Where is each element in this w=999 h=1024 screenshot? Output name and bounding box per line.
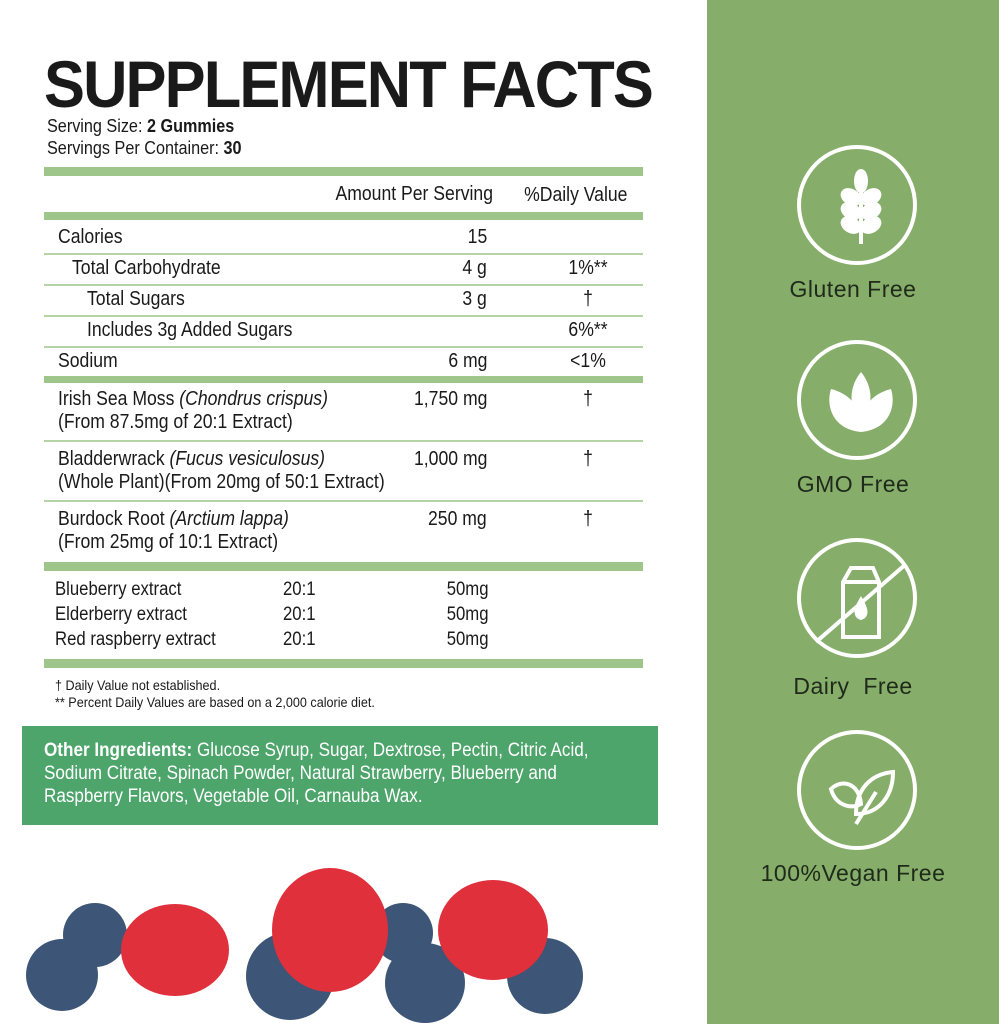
servings-label: Servings Per Container: xyxy=(47,138,219,158)
herb-amount: 1,750 mg xyxy=(413,388,487,410)
divider-bar xyxy=(44,167,643,176)
nutrient-name: Includes 3g Added Sugars xyxy=(87,319,293,341)
berries-image xyxy=(26,868,583,1023)
other-ingredients-text: Glucose Syrup, Sugar, Dextrose, Pectin, … xyxy=(44,740,589,807)
divider-bar xyxy=(44,212,643,220)
page-title: SUPPLEMENT FACTS xyxy=(44,47,654,121)
nutrient-name: Total Carbohydrate xyxy=(72,257,221,279)
nutrient-name: Total Sugars xyxy=(87,288,185,310)
badge-label: Gluten Free xyxy=(789,276,917,302)
herb-extract-note: (Whole Plant)(From 20mg of 50:1 Extract) xyxy=(58,471,385,493)
herb-amount: 250 mg xyxy=(428,508,487,530)
divider-bar xyxy=(44,659,643,668)
header-amount: Amount Per Serving xyxy=(335,183,493,205)
extract-name: Blueberry extract xyxy=(55,579,182,600)
nutrient-daily-value: 6%** xyxy=(568,319,608,341)
row-divider xyxy=(44,315,643,317)
nutrient-amount: 15 xyxy=(467,226,487,248)
herb-name: Burdock Root (Arctium lappa) xyxy=(58,508,289,531)
nutrient-amount: 4 g xyxy=(462,257,487,279)
nutrient-name: Sodium xyxy=(58,350,118,372)
row-divider xyxy=(44,253,643,255)
servings-value: 30 xyxy=(223,138,242,158)
serving-size-label: Serving Size: xyxy=(47,116,143,136)
herb-daily-value: † xyxy=(583,388,593,410)
leaves-icon xyxy=(797,340,917,460)
extract-amount: 50mg xyxy=(447,629,489,650)
row-divider xyxy=(44,440,643,442)
nutrient-name: Calories xyxy=(58,226,123,248)
herb-daily-value: † xyxy=(583,508,593,530)
herb-latin-name: (Chondrus crispus) xyxy=(179,388,328,410)
raspberry xyxy=(121,868,548,996)
nutrient-daily-value: † xyxy=(583,288,593,310)
other-ingredients: Other Ingredients: Glucose Syrup, Sugar,… xyxy=(22,726,658,825)
header-daily-value: %Daily Value xyxy=(523,184,627,206)
row-divider xyxy=(44,500,643,502)
extract-name: Elderberry extract xyxy=(55,604,187,625)
herb-name: Irish Sea Moss (Chondrus crispus) xyxy=(58,388,328,411)
badge-label: GMO Free xyxy=(796,471,910,497)
extract-ratio: 20:1 xyxy=(283,629,316,650)
extract-ratio: 20:1 xyxy=(283,604,316,625)
herb-common-name: Irish Sea Moss xyxy=(58,388,175,410)
serving-size: Serving Size: 2 Gummies xyxy=(47,116,234,137)
herb-extract-note: (From 87.5mg of 20:1 Extract) xyxy=(58,411,293,433)
herb-extract-note: (From 25mg of 10:1 Extract) xyxy=(58,531,279,553)
herb-common-name: Burdock Root xyxy=(58,508,165,530)
serving-size-value: 2 Gummies xyxy=(146,116,235,136)
extract-name: Red raspberry extract xyxy=(55,629,216,650)
nutrient-amount: 6 mg xyxy=(447,350,487,372)
nutrient-amount: 3 g xyxy=(462,288,487,310)
row-divider xyxy=(44,346,643,348)
nutrient-daily-value: <1% xyxy=(570,350,606,372)
footnote: † Daily Value not established. xyxy=(55,677,221,693)
footnote: ** Percent Daily Values are based on a 2… xyxy=(55,694,375,710)
divider-bar xyxy=(44,376,643,383)
no-milk-icon xyxy=(797,538,917,658)
other-ingredients-label: Other Ingredients: xyxy=(44,740,193,761)
divider-bar xyxy=(44,562,643,571)
herb-common-name: Bladderwrack xyxy=(58,448,165,470)
nutrient-daily-value: 1%** xyxy=(568,257,608,279)
badge-label: 100%Vegan Free xyxy=(760,860,946,886)
row-divider xyxy=(44,284,643,286)
servings-per-container: Servings Per Container: 30 xyxy=(47,138,242,159)
extract-ratio: 20:1 xyxy=(283,579,316,600)
extract-amount: 50mg xyxy=(447,579,489,600)
herb-latin-name: (Arctium lappa) xyxy=(169,508,289,530)
vegan-leaf-icon xyxy=(797,730,917,850)
herb-name: Bladderwrack (Fucus vesiculosus) xyxy=(58,448,325,471)
wheat-icon xyxy=(797,145,917,265)
badge-label: Dairy Free xyxy=(793,673,913,699)
herb-amount: 1,000 mg xyxy=(413,448,487,470)
herb-latin-name: (Fucus vesiculosus) xyxy=(169,448,326,470)
extract-amount: 50mg xyxy=(447,604,489,625)
herb-daily-value: † xyxy=(583,448,593,470)
